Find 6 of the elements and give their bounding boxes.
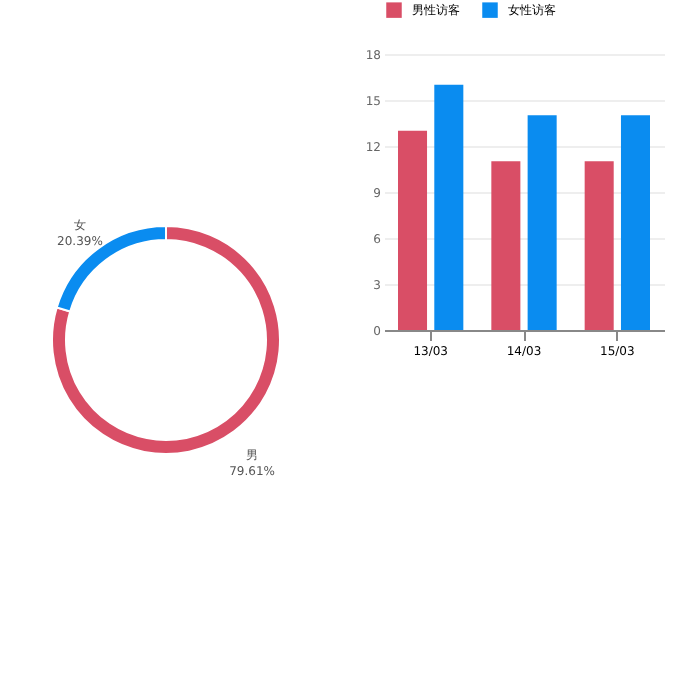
bar [434,84,464,330]
bar [527,115,557,330]
bar [584,161,614,330]
bar [398,130,428,330]
bar [620,115,650,330]
bar [491,161,521,330]
